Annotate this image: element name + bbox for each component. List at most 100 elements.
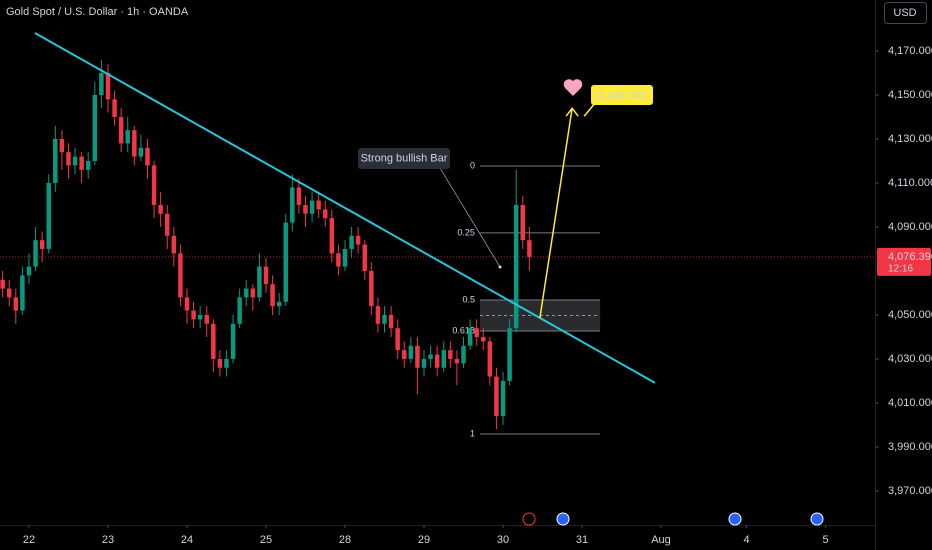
y-tick-label: 4,110.000: [888, 177, 932, 189]
candle-body: [513, 204, 519, 329]
candle-body: [342, 248, 348, 267]
candle-body: [112, 99, 117, 118]
candle-body: [461, 345, 466, 364]
chart-title: Gold Spot / U.S. Dollar · 1h · OANDA: [6, 6, 189, 18]
heart-icon: [563, 79, 583, 96]
candle-body: [474, 328, 479, 337]
candle-body: [6, 288, 12, 298]
candle-body: [85, 160, 91, 170]
candle-body: [20, 275, 25, 311]
x-tick-label: 22: [23, 534, 35, 546]
candle-body: [59, 139, 65, 153]
currency-label[interactable]: USD: [893, 7, 916, 19]
candle-body: [336, 253, 341, 267]
event-icon[interactable]: [556, 512, 570, 526]
candle-body: [138, 147, 144, 157]
candle-body: [158, 204, 163, 214]
candle-body: [132, 130, 137, 157]
candle-body: [448, 350, 453, 359]
candle-body: [395, 328, 400, 351]
fib-label: 0: [470, 160, 475, 170]
event-icon[interactable]: [522, 512, 536, 526]
candle-body: [434, 354, 440, 368]
candle-body: [290, 187, 295, 223]
candle-body: [53, 139, 58, 183]
candle-body: [481, 336, 486, 342]
candle-body: [520, 204, 525, 241]
candle-body: [355, 235, 361, 245]
candle-body: [402, 350, 407, 359]
arrow-head: [565, 106, 579, 117]
event-icon[interactable]: [728, 512, 742, 526]
candle-body: [382, 314, 387, 324]
y-tick-label: 4,030.000: [888, 353, 932, 365]
target-label: 4,140.000: [598, 89, 647, 101]
candle-body: [309, 200, 315, 214]
fib-label: 0.5: [462, 294, 475, 304]
candle-body: [408, 345, 414, 359]
candle-body: [303, 204, 308, 214]
event-icons: [522, 512, 824, 526]
candle-body: [164, 213, 170, 236]
candle-body: [283, 222, 288, 302]
candle-body: [191, 310, 196, 320]
y-tick-label: 3,970.000: [888, 485, 932, 497]
annotation-box: [358, 148, 450, 169]
y-tick-label: 4,130.000: [888, 133, 932, 145]
candle-body: [0, 279, 5, 289]
x-tick-label: 29: [418, 534, 430, 546]
candle-body: [421, 358, 427, 368]
event-icon[interactable]: [810, 512, 824, 526]
x-tick-label: 25: [260, 534, 272, 546]
fib-label: 0.618: [452, 325, 475, 335]
candle-body: [105, 73, 111, 100]
candle-body: [316, 200, 321, 210]
candle-body: [151, 165, 157, 205]
candle-body: [224, 358, 229, 368]
candle-body: [527, 240, 532, 257]
candle-body: [79, 156, 84, 170]
candle-body: [171, 235, 177, 254]
candle-body: [388, 314, 394, 329]
y-tick-label: 4,050.000: [888, 309, 932, 321]
candle-body: [329, 218, 335, 254]
candle-body: [125, 130, 130, 144]
candle-body: [217, 358, 223, 368]
candle-body: [197, 314, 203, 320]
candle-body: [428, 354, 433, 359]
candle-body: [487, 341, 493, 377]
fib-label: 0.25: [457, 227, 475, 237]
candle-body: [276, 301, 282, 307]
candle-body: [237, 297, 242, 324]
x-tick-label: 28: [339, 534, 351, 546]
candle-body: [66, 152, 71, 166]
candle-body: [507, 328, 512, 381]
fib-label: 1: [470, 428, 475, 438]
candle-body: [211, 323, 216, 359]
y-tick-label: 4,150.000: [888, 89, 932, 101]
candle-body: [33, 240, 38, 267]
y-tick-label: 4,090.000: [888, 221, 932, 233]
candle-body: [184, 297, 190, 311]
currency-button[interactable]: [884, 2, 927, 24]
x-tick-label: 24: [181, 534, 193, 546]
candle-body: [72, 156, 78, 166]
candle-body: [296, 187, 302, 205]
y-tick-label: 3,990.000: [888, 441, 932, 453]
annotation-dot: [498, 265, 502, 269]
candle-body: [92, 95, 98, 161]
candle-body: [500, 380, 506, 417]
y-tick-label: 4,010.000: [888, 397, 932, 409]
candle-body: [263, 266, 269, 285]
candle-body: [250, 288, 256, 298]
candle-body: [204, 314, 209, 324]
y-tick-label: 4,170.000: [888, 45, 932, 57]
candle-body: [39, 240, 45, 249]
candle-body: [46, 182, 51, 249]
x-tick-label: 30: [497, 534, 509, 546]
candle-body: [369, 270, 374, 307]
candle-body: [230, 323, 236, 359]
x-tick-label: 4: [744, 534, 750, 546]
